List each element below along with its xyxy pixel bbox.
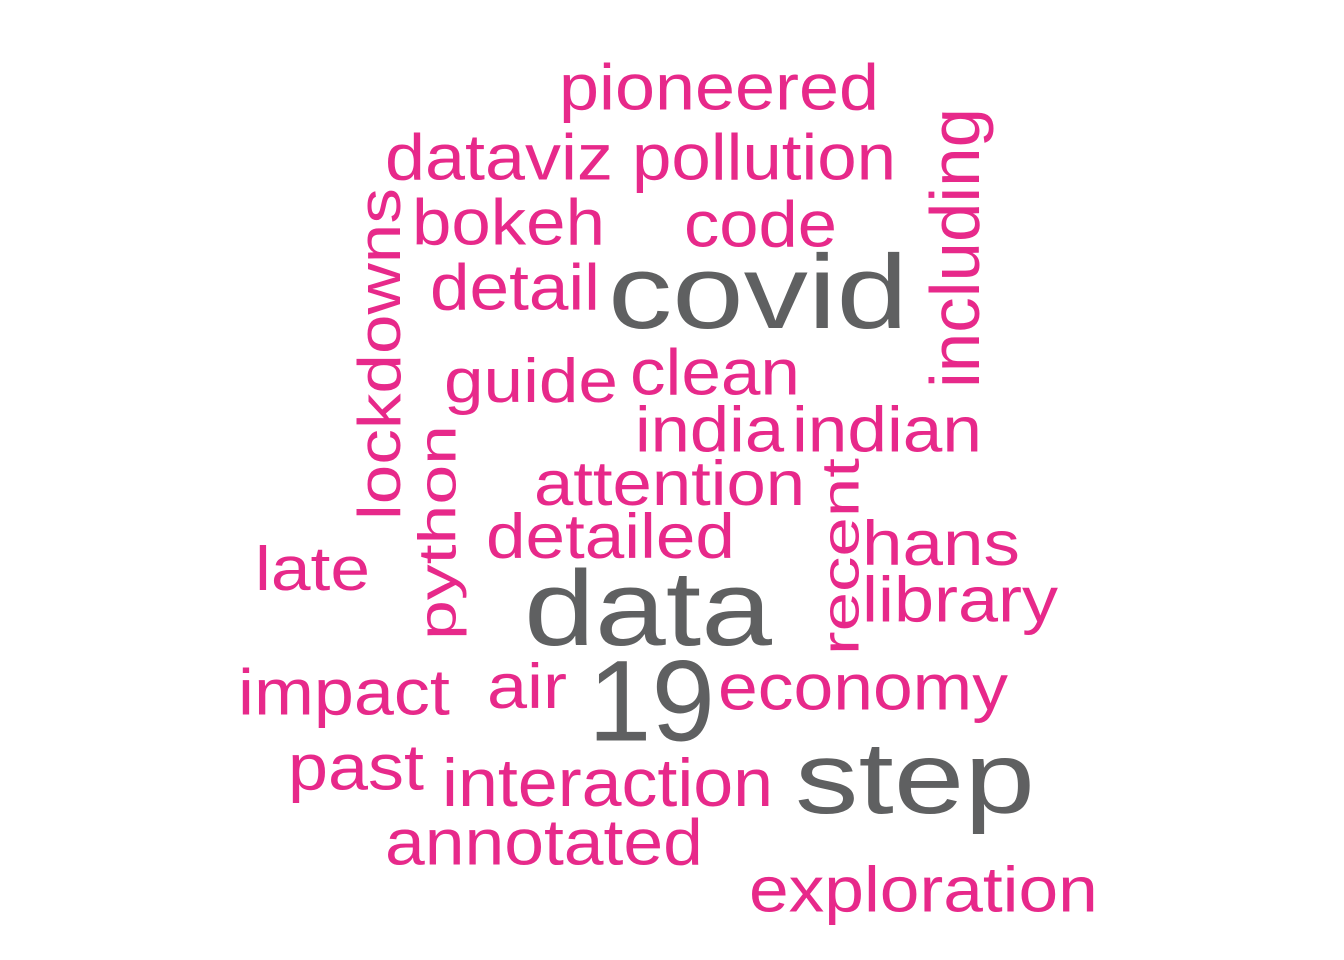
word-detail: detail <box>430 250 600 324</box>
word-detailed: detailed <box>486 501 735 572</box>
word-step: step <box>795 721 1035 836</box>
word-19: 19 <box>588 637 716 766</box>
word-annotated: annotated <box>385 805 703 879</box>
word-library: library <box>862 563 1059 636</box>
word-pollution: pollution <box>632 120 897 194</box>
word-bokeh: bokeh <box>412 185 605 259</box>
word-past: past <box>288 730 424 804</box>
word-impact: impact <box>238 655 450 729</box>
word-including: including <box>917 107 996 389</box>
word-indian: indian <box>792 393 982 466</box>
word-economy: economy <box>718 650 1008 724</box>
word-exploration: exploration <box>749 853 1098 926</box>
word-attention: attention <box>534 448 806 519</box>
word-hans: hans <box>862 508 1020 579</box>
word-recent: recent <box>811 458 871 655</box>
word-python: python <box>408 425 468 640</box>
word-pioneered: pioneered <box>559 50 880 124</box>
word-dataviz: dataviz <box>385 120 613 194</box>
word-air: air <box>487 651 568 722</box>
word-clean: clean <box>630 335 800 409</box>
word-data: data <box>524 548 772 668</box>
word-interaction: interaction <box>442 745 774 822</box>
word-guide: guide <box>444 346 618 416</box>
word-covid: covid <box>608 233 908 352</box>
word-lockdowns: lockdowns <box>345 188 413 520</box>
word-code: code <box>684 187 837 261</box>
word-india: india <box>635 393 785 466</box>
word-late: late <box>255 534 371 604</box>
